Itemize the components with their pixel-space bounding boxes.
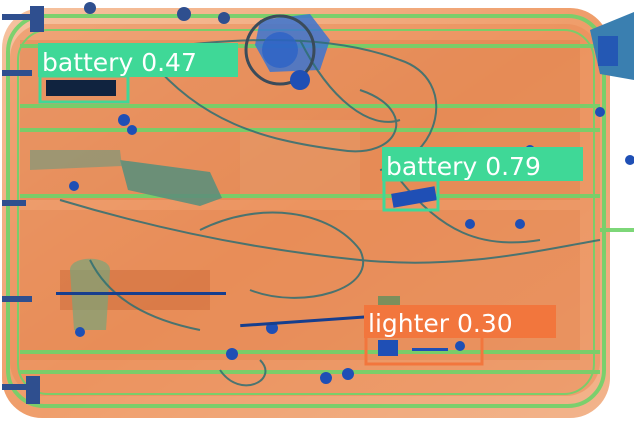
wire-bundle (59, 39, 601, 387)
detection-label-bg (382, 147, 583, 181)
metal-parts (46, 80, 634, 384)
detection-battery-2: battery 0.79 (382, 147, 583, 212)
detection-lighter: lighter 0.30 (364, 305, 556, 366)
detection-label-bg (364, 305, 556, 338)
dense-cluster (244, 14, 316, 90)
edge-device (590, 12, 634, 80)
detection-label: battery 0.47 (42, 48, 197, 77)
detection-label: lighter 0.30 (368, 309, 513, 338)
detection-label-bg (38, 43, 238, 77)
side-clips (2, 2, 230, 404)
detection-battery-1: battery 0.47 (38, 43, 238, 104)
detection-label: battery 0.79 (386, 152, 541, 181)
